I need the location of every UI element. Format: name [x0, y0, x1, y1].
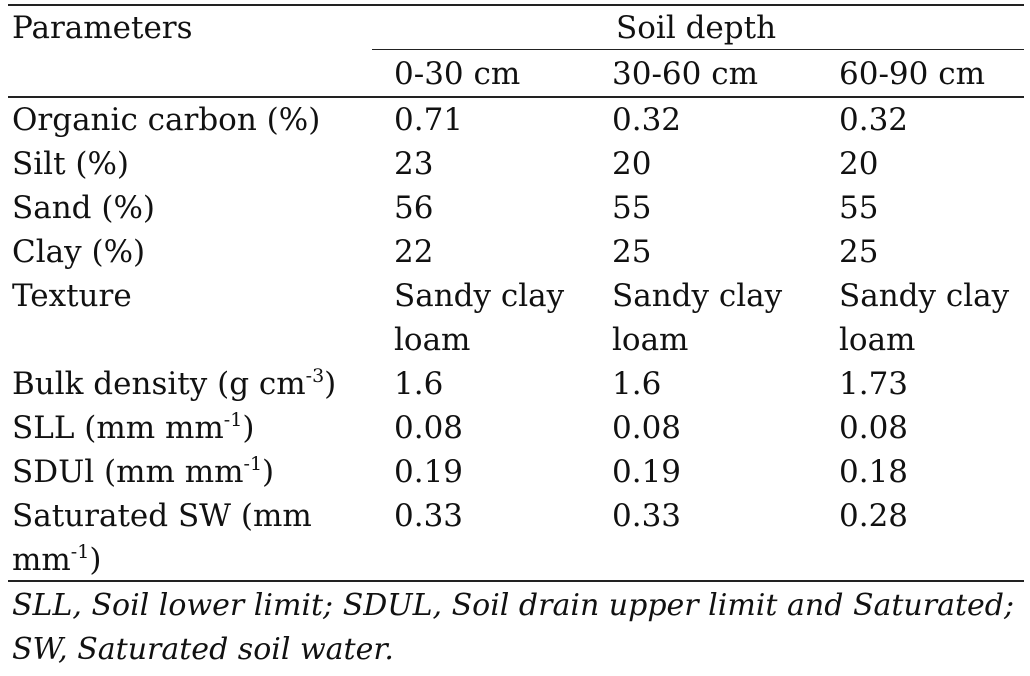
sll-close: )	[242, 410, 255, 446]
cell-sll-60-90: 0.08	[839, 410, 909, 446]
cell-organic-carbon-60-90: 0.32	[839, 102, 909, 138]
sdul-text: SDUl (mm mm	[12, 454, 244, 490]
column-header-60-90: 60-90 cm	[839, 56, 985, 92]
row-label-silt: Silt (%)	[12, 146, 130, 182]
cell-organic-carbon-0-30: 0.71	[394, 102, 464, 138]
row-label-sand: Sand (%)	[12, 190, 156, 226]
cell-sll-30-60: 0.08	[612, 410, 682, 446]
header-bottom-rule	[8, 96, 1024, 98]
cell-sdul-60-90: 0.18	[839, 454, 909, 490]
saturated-sw-close: )	[89, 542, 102, 578]
row-label-clay: Clay (%)	[12, 234, 146, 270]
row-label-bulk-density: Bulk density (g cm-3)	[12, 362, 336, 406]
cell-sand-0-30: 56	[394, 190, 434, 226]
cell-saturated-sw-30-60: 0.33	[612, 498, 682, 534]
row-label-sdul: SDUl (mm mm-1)	[12, 450, 274, 494]
row-label-sll: SLL (mm mm-1)	[12, 406, 254, 450]
sdul-close: )	[262, 454, 275, 490]
cell-clay-0-30: 22	[394, 234, 434, 270]
cell-clay-30-60: 25	[612, 234, 652, 270]
row-label-organic-carbon: Organic carbon (%)	[12, 102, 321, 138]
table-top-rule	[8, 4, 1024, 6]
cell-sdul-0-30: 0.19	[394, 454, 464, 490]
parameters-header: Parameters	[12, 10, 193, 46]
column-header-0-30: 0-30 cm	[394, 56, 521, 92]
cell-silt-30-60: 20	[612, 146, 652, 182]
bulk-density-text: Bulk density (g cm	[12, 366, 306, 402]
cell-sand-60-90: 55	[839, 190, 879, 226]
sll-text: SLL (mm mm	[12, 410, 224, 446]
cell-saturated-sw-60-90: 0.28	[839, 498, 909, 534]
cell-bulk-density-60-90: 1.73	[839, 366, 909, 402]
soil-depth-header: Soil depth	[616, 10, 777, 46]
cell-bulk-density-0-30: 1.6	[394, 366, 444, 402]
cell-organic-carbon-30-60: 0.32	[612, 102, 682, 138]
cell-texture-30-60: Sandy clay loam	[612, 278, 783, 358]
soil-depth-underline	[372, 49, 1024, 50]
cell-sand-30-60: 55	[612, 190, 652, 226]
cell-texture-60-90: Sandy clay loam	[839, 278, 1010, 358]
cell-clay-60-90: 25	[839, 234, 879, 270]
cell-texture-0-30: Sandy clay loam	[394, 278, 565, 358]
cell-sdul-30-60: 0.19	[612, 454, 682, 490]
saturated-sw-superscript: -1	[70, 541, 90, 563]
cell-bulk-density-30-60: 1.6	[612, 366, 662, 402]
table-footnote: SLL, Soil lower limit; SDUL, Soil drain …	[12, 588, 1015, 667]
cell-saturated-sw-0-30: 0.33	[394, 498, 464, 534]
bulk-density-close: )	[324, 366, 337, 402]
soil-parameters-table: Parameters Soil depth 0-30 cm 30-60 cm 6…	[8, 0, 1024, 676]
saturated-sw-text: mm	[12, 542, 71, 578]
cell-silt-0-30: 23	[394, 146, 434, 182]
sll-superscript: -1	[223, 409, 243, 431]
row-label-saturated-sw-unit: mm-1)	[12, 538, 101, 582]
column-header-30-60: 30-60 cm	[612, 56, 758, 92]
sdul-superscript: -1	[243, 453, 263, 475]
row-label-texture: Texture	[12, 278, 132, 314]
bulk-density-superscript: -3	[305, 365, 325, 387]
cell-silt-60-90: 20	[839, 146, 879, 182]
row-label-saturated-sw: Saturated SW (mm	[12, 498, 312, 534]
table-bottom-rule	[8, 580, 1024, 582]
cell-sll-0-30: 0.08	[394, 410, 464, 446]
